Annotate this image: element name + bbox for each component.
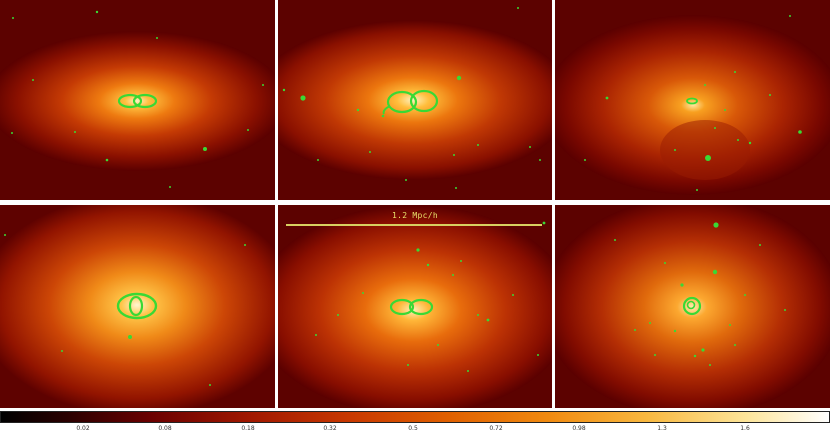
image-grid: 1.2 Mpc/h (0, 0, 830, 408)
colorbar-tick: 0.72 (489, 425, 503, 432)
panel-top-middle (278, 0, 552, 200)
scale-bar-label: 1.2 Mpc/h (391, 211, 439, 220)
halo-image-3 (555, 0, 830, 200)
colorbar-ticks: 0.02 0.08 0.18 0.32 0.5 0.72 0.98 1.3 1.… (0, 425, 830, 437)
colorbar-tick: 0.98 (572, 425, 586, 432)
colorbar-tick: 1.3 (657, 425, 667, 432)
colorbar-tick: 0.18 (241, 425, 255, 432)
halo-image-2 (278, 0, 552, 200)
panel-top-left (0, 0, 275, 200)
halo-image-6 (555, 205, 830, 408)
colorbar-tick: 0.32 (323, 425, 337, 432)
panel-bottom-left (0, 205, 275, 408)
halo-image-5 (278, 205, 552, 408)
panel-bottom-middle: 1.2 Mpc/h (278, 205, 552, 408)
colorbar-tick: 0.5 (408, 425, 418, 432)
colorbar-tick: 0.02 (76, 425, 90, 432)
panel-bottom-right (555, 205, 830, 408)
colorbar-tick: 1.6 (740, 425, 750, 432)
panel-top-right (555, 0, 830, 200)
colorbar (0, 411, 830, 423)
halo-image-4 (0, 205, 275, 408)
colorbar-tick: 0.08 (158, 425, 172, 432)
halo-image-1 (0, 0, 275, 200)
